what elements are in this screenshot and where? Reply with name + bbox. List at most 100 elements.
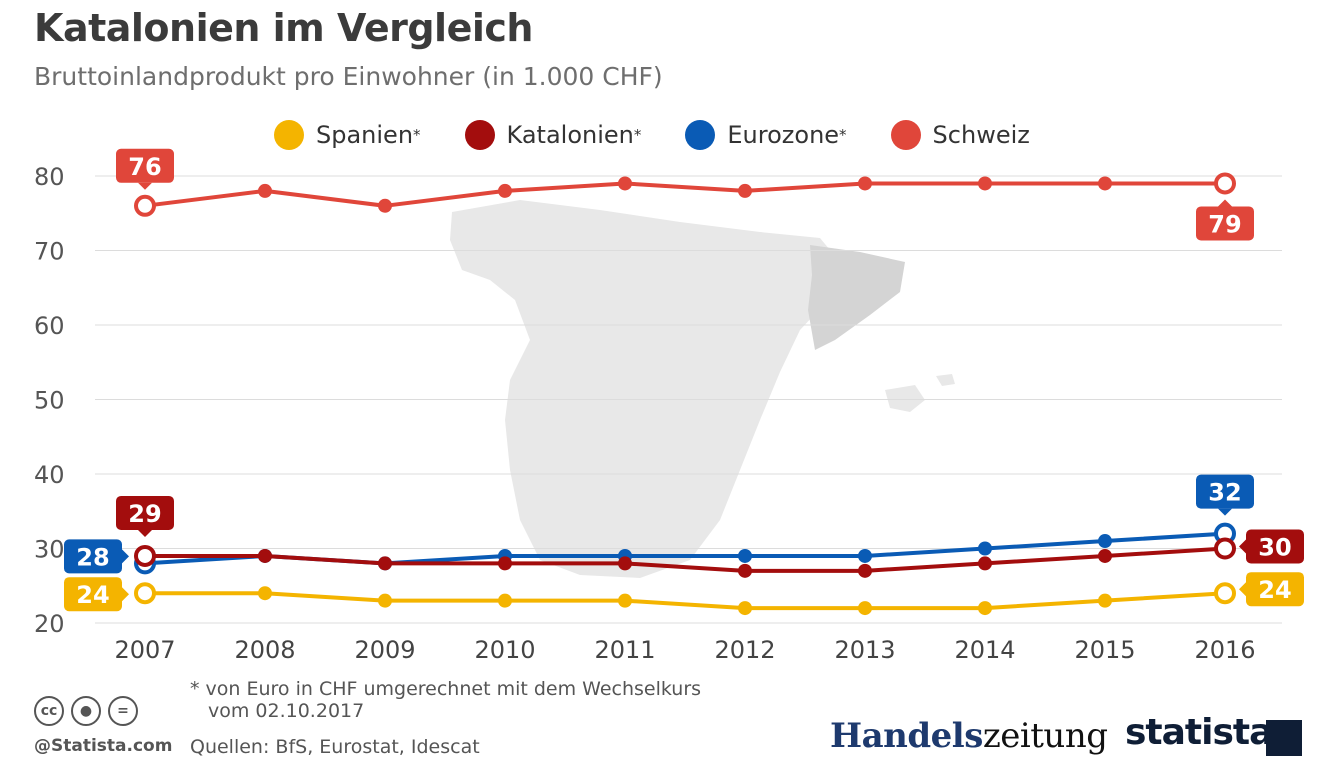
data-point-spanien <box>378 593 392 608</box>
legend-star-spanien: * <box>413 126 421 144</box>
data-point-spanien <box>618 593 632 608</box>
legend-marker-eurozone <box>685 120 716 150</box>
x-tick-label: 2011 <box>594 636 655 664</box>
footnote: * von Euro in CHF umgerechnet mit dem We… <box>190 678 701 722</box>
statista-logo-mark <box>1266 720 1302 756</box>
y-tick-label: 40 <box>34 461 65 489</box>
data-point-schweiz <box>378 198 392 213</box>
data-point-eurozone <box>738 548 752 563</box>
series-group <box>134 172 1236 616</box>
data-point-schweiz <box>498 183 512 198</box>
balearic-island-2 <box>936 374 955 386</box>
data-point-katalonien <box>378 556 392 571</box>
x-axis-ticks: 2007 2008 2009 2010 2011 2012 2013 2014 2015 2016 <box>114 636 1255 664</box>
x-tick-label: 2008 <box>234 636 295 664</box>
legend-marker-schweiz <box>890 120 921 150</box>
footnote-line-1: * von Euro in CHF umgerechnet mit dem We… <box>190 678 702 700</box>
svg-text:28: 28 <box>76 543 109 571</box>
data-point-katalonien <box>1214 537 1236 560</box>
statista-credit: @Statista.com <box>34 736 173 756</box>
data-point-eurozone <box>978 541 992 556</box>
x-tick-label: 2012 <box>714 636 775 664</box>
data-point-spanien <box>738 601 752 616</box>
data-point-katalonien <box>134 544 156 567</box>
x-tick-label: 2007 <box>114 636 175 664</box>
legend-star-eurozone: * <box>839 126 847 144</box>
data-point-spanien <box>258 586 272 601</box>
grid-lines <box>95 175 1282 624</box>
data-point-schweiz <box>978 176 992 191</box>
nd-icon: = <box>108 696 138 726</box>
svg-text:24: 24 <box>1258 576 1291 604</box>
series-line-spanien <box>145 591 1226 611</box>
y-tick-label: 80 <box>34 163 65 191</box>
series-line-katalonien <box>145 546 1226 573</box>
cc-icon: cc <box>34 696 64 726</box>
svg-text:76: 76 <box>128 153 161 181</box>
y-tick-label: 70 <box>34 238 65 266</box>
data-point-schweiz <box>258 183 272 198</box>
legend-label-schweiz: Schweiz <box>932 121 1030 149</box>
data-point-katalonien <box>258 548 272 563</box>
balearic-island-1 <box>885 385 925 412</box>
license-icons: cc ● = <box>34 696 145 726</box>
legend-marker-katalonien <box>464 120 495 150</box>
by-icon: ● <box>71 696 101 726</box>
x-tick-label: 2013 <box>834 636 895 664</box>
svg-text:79: 79 <box>1208 210 1241 238</box>
legend-item-schweiz: Schweiz <box>890 120 1030 150</box>
x-tick-label: 2014 <box>954 636 1015 664</box>
legend-item-spanien: Spanien * <box>274 120 421 150</box>
legend-label-spanien: Spanien <box>316 121 414 149</box>
y-tick-label: 30 <box>34 536 65 564</box>
svg-text:24: 24 <box>76 581 109 609</box>
value-label-katalonien-start: 29 <box>116 495 174 537</box>
chart-title: Katalonien im Vergleich <box>34 6 533 50</box>
data-point-katalonien <box>1098 548 1112 563</box>
data-point-katalonien <box>738 563 752 578</box>
data-point-katalonien <box>858 563 872 578</box>
svg-text:30: 30 <box>1258 534 1291 562</box>
spain-mainland-shape <box>450 200 840 578</box>
legend-item-katalonien: Katalonien * <box>464 120 642 150</box>
data-point-schweiz <box>858 176 872 191</box>
series-line-schweiz <box>144 181 1225 208</box>
legend-star-katalonien: * <box>633 126 642 144</box>
legend: Spanien * Katalonien * Eurozone * Schweiz <box>274 120 1074 150</box>
catalonia-shape <box>808 245 905 350</box>
data-point-schweiz <box>1214 172 1236 195</box>
y-tick-label: 50 <box>34 387 65 415</box>
legend-label-katalonien: Katalonien <box>506 121 634 149</box>
svg-text:29: 29 <box>128 500 161 528</box>
chart-subtitle: Bruttoinlandprodukt pro Einwohner (in 1.… <box>34 62 663 91</box>
data-point-spanien <box>134 582 156 605</box>
statista-logo: statista <box>1125 712 1273 753</box>
data-point-katalonien <box>498 556 512 571</box>
data-point-spanien <box>1214 582 1236 605</box>
data-point-eurozone <box>858 548 872 563</box>
data-point-schweiz <box>618 176 632 191</box>
data-point-spanien <box>858 601 872 616</box>
data-point-spanien <box>978 601 992 616</box>
footnote-line-2: vom 02.10.2017 <box>208 700 365 722</box>
data-point-schweiz <box>1098 176 1112 191</box>
legend-item-eurozone: Eurozone * <box>685 120 847 150</box>
handelszeitung-logo: Handelszeitung <box>830 716 1108 756</box>
x-tick-label: 2016 <box>1194 636 1255 664</box>
data-point-spanien <box>498 593 512 608</box>
x-tick-label: 2010 <box>474 636 535 664</box>
value-label-eurozone-start: 28 <box>64 539 129 574</box>
value-label-schweiz-end: 79 <box>1196 199 1254 241</box>
legend-marker-spanien <box>274 120 304 150</box>
legend-label-eurozone: Eurozone <box>727 121 840 149</box>
x-tick-label: 2009 <box>354 636 415 664</box>
data-point-spanien <box>1098 593 1112 608</box>
spain-map-silhouette <box>450 200 955 578</box>
svg-text:32: 32 <box>1208 479 1241 507</box>
y-tick-label: 20 <box>34 610 65 638</box>
value-label-schweiz-start: 76 <box>116 148 174 190</box>
data-point-eurozone <box>1098 534 1112 549</box>
data-point-katalonien <box>978 556 992 571</box>
value-label-eurozone-end: 32 <box>1196 474 1254 516</box>
